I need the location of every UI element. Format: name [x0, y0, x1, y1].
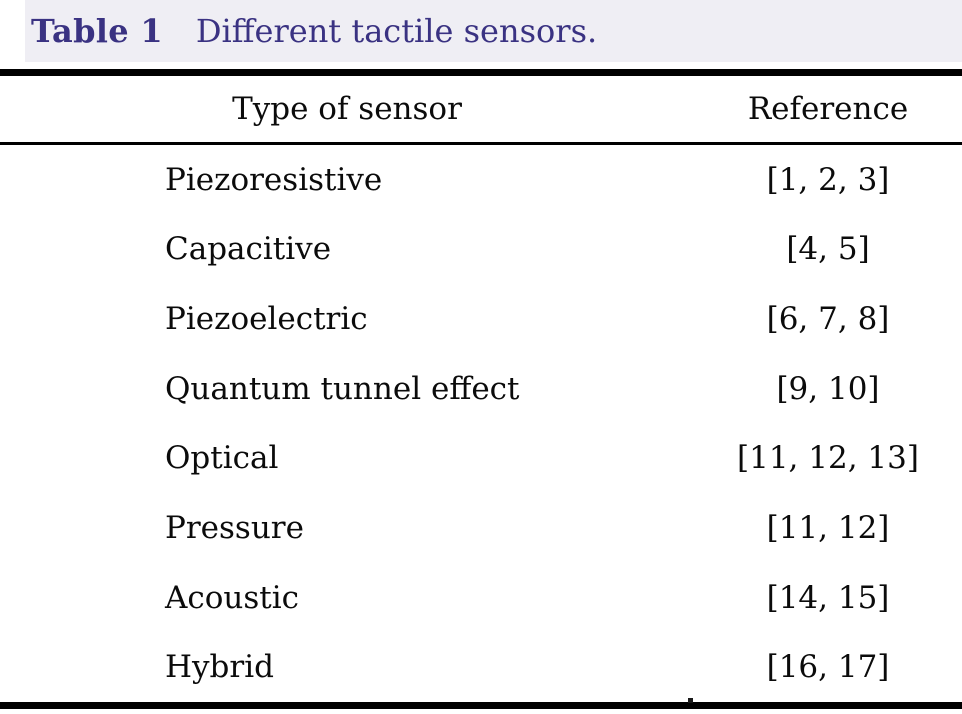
header-rule	[0, 142, 962, 145]
reference-cell: [16, 17]	[766, 649, 890, 686]
table-row: Hybrid [16, 17]	[0, 632, 962, 702]
table-row: Optical [11, 12, 13]	[0, 424, 962, 494]
column-header-type-of-sensor: Type of sensor	[232, 91, 462, 127]
reference-cell: [6, 7, 8]	[766, 301, 890, 338]
reference-cell: [11, 12]	[766, 509, 890, 546]
table-row: Quantum tunnel effect [9, 10]	[0, 354, 962, 424]
reference-cell: [11, 12, 13]	[737, 440, 919, 477]
table-caption-text: Different tactile sensors.	[195, 12, 598, 50]
sensor-type-cell: Piezoresistive	[165, 161, 383, 198]
bottom-rule-tick	[688, 698, 693, 703]
bottom-rule	[0, 702, 962, 709]
table-row: Piezoelectric [6, 7, 8]	[0, 284, 962, 354]
table-row: Acoustic [14, 15]	[0, 563, 962, 633]
sensor-type-cell: Piezoelectric	[165, 301, 368, 338]
sensor-type-cell: Capacitive	[165, 231, 332, 268]
table-number-label: Table 1	[31, 12, 163, 50]
sensor-type-cell: Hybrid	[165, 649, 274, 686]
table-header-row: Type of sensor Reference	[0, 76, 962, 142]
sensor-type-cell: Optical	[165, 440, 279, 477]
table-caption: Table 1 Different tactile sensors.	[25, 0, 962, 62]
sensor-type-cell: Acoustic	[165, 579, 300, 616]
table-body: Piezoresistive [1, 2, 3] Capacitive [4, …	[0, 145, 962, 702]
reference-cell: [1, 2, 3]	[766, 161, 890, 198]
reference-cell: [4, 5]	[786, 231, 870, 268]
sensor-type-cell: Pressure	[165, 509, 304, 546]
sensor-type-cell: Quantum tunnel effect	[165, 370, 520, 407]
column-header-reference: Reference	[747, 91, 909, 127]
reference-cell: [14, 15]	[766, 579, 890, 616]
reference-cell: [9, 10]	[776, 370, 880, 407]
top-rule	[0, 69, 962, 76]
table-caption-bar: Table 1 Different tactile sensors.	[0, 0, 962, 62]
table-row: Pressure [11, 12]	[0, 493, 962, 563]
table-row: Capacitive [4, 5]	[0, 215, 962, 285]
table-row: Piezoresistive [1, 2, 3]	[0, 145, 962, 215]
